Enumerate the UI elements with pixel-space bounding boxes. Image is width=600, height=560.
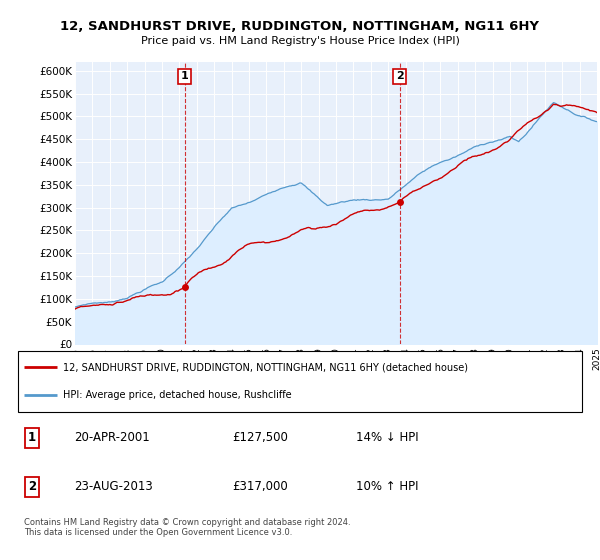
Point — [180, 282, 190, 291]
Text: 14% ↓ HPI: 14% ↓ HPI — [356, 431, 419, 445]
Text: 23-AUG-2013: 23-AUG-2013 — [74, 480, 153, 493]
Text: £317,000: £317,000 — [232, 480, 288, 493]
Text: 1: 1 — [181, 72, 188, 82]
Text: HPI: Average price, detached house, Rushcliffe: HPI: Average price, detached house, Rush… — [63, 390, 292, 400]
Text: Contains HM Land Registry data © Crown copyright and database right 2024.
This d: Contains HM Land Registry data © Crown c… — [24, 518, 350, 538]
Text: 2: 2 — [395, 72, 403, 82]
Point — [395, 198, 404, 207]
Text: 20-APR-2001: 20-APR-2001 — [74, 431, 150, 445]
Text: Price paid vs. HM Land Registry's House Price Index (HPI): Price paid vs. HM Land Registry's House … — [140, 36, 460, 46]
Text: 10% ↑ HPI: 10% ↑ HPI — [356, 480, 419, 493]
Text: 12, SANDHURST DRIVE, RUDDINGTON, NOTTINGHAM, NG11 6HY (detached house): 12, SANDHURST DRIVE, RUDDINGTON, NOTTING… — [63, 362, 468, 372]
Text: 12, SANDHURST DRIVE, RUDDINGTON, NOTTINGHAM, NG11 6HY: 12, SANDHURST DRIVE, RUDDINGTON, NOTTING… — [61, 20, 539, 32]
Text: £127,500: £127,500 — [232, 431, 288, 445]
FancyBboxPatch shape — [18, 351, 582, 412]
Text: 2: 2 — [28, 480, 36, 493]
Text: 1: 1 — [28, 431, 36, 445]
